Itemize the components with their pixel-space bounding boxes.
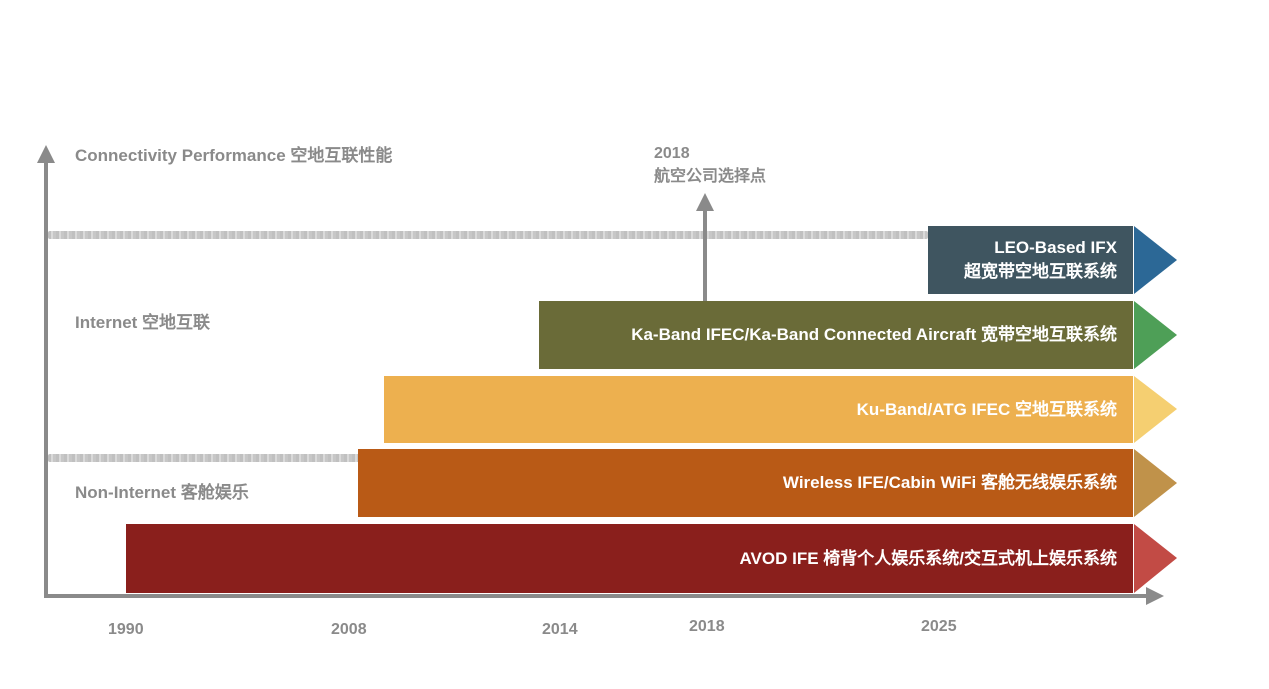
year-label-2025: 2025 xyxy=(921,618,957,635)
bar-wireless-ife-tip-icon xyxy=(1134,449,1177,517)
bar-avod-ife-label: AVOD IFE 椅背个人娱乐系统/交互式机上娱乐系统 xyxy=(739,548,1117,568)
year-label-1990: 1990 xyxy=(108,621,144,638)
bar-avod-ife: AVOD IFE 椅背个人娱乐系统/交互式机上娱乐系统 xyxy=(126,524,1133,593)
year-label-2018: 2018 xyxy=(689,618,725,635)
bar-ku-band: Ku-Band/ATG IFEC 空地互联系统 xyxy=(384,376,1133,443)
bar-leo-tip-icon xyxy=(1134,226,1177,294)
bar-wireless-ife-label: Wireless IFE/Cabin WiFi 客舱无线娱乐系统 xyxy=(782,473,1117,492)
bar-avod-ife-tip-icon xyxy=(1134,524,1177,593)
bar-leo-line2: 超宽带空地互联系统 xyxy=(964,262,1117,281)
bar-ka-band-label: Ka-Band IFEC/Ka-Band Connected Aircraft … xyxy=(631,325,1117,344)
region-label-internet: Internet 空地互联 xyxy=(75,313,211,332)
milestone-year: 2018 xyxy=(654,145,690,162)
bar-ka-band-tip-icon xyxy=(1134,301,1177,369)
year-label-2014: 2014 xyxy=(542,621,578,638)
y-axis-arrow-icon xyxy=(37,145,55,163)
x-axis xyxy=(44,594,1154,598)
bar-ka-band: Ka-Band IFEC/Ka-Band Connected Aircraft … xyxy=(539,301,1133,369)
region-label-non-internet: Non-Internet 客舱娱乐 xyxy=(75,483,249,502)
y-axis-label: Connectivity Performance 空地互联性能 xyxy=(75,146,393,165)
bar-wireless-ife: Wireless IFE/Cabin WiFi 客舱无线娱乐系统 xyxy=(358,449,1133,517)
year-label-2008: 2008 xyxy=(331,621,367,638)
milestone-arrow-icon xyxy=(696,193,714,211)
non-internet-divider-line xyxy=(48,454,360,462)
milestone-arrow-line xyxy=(703,210,707,314)
bar-leo-line1: LEO-Based IFX xyxy=(994,238,1117,257)
internet-divider-line xyxy=(48,231,928,239)
milestone-text: 航空公司选择点 xyxy=(654,168,767,185)
y-axis xyxy=(44,160,48,598)
bar-leo-based-ifx: LEO-Based IFX 超宽带空地互联系统 xyxy=(928,226,1133,294)
bar-ku-band-tip-icon xyxy=(1134,376,1177,443)
milestone-label: 2018 航空公司选择点 xyxy=(654,142,766,188)
bar-ku-band-label: Ku-Band/ATG IFEC 空地互联系统 xyxy=(856,399,1117,419)
